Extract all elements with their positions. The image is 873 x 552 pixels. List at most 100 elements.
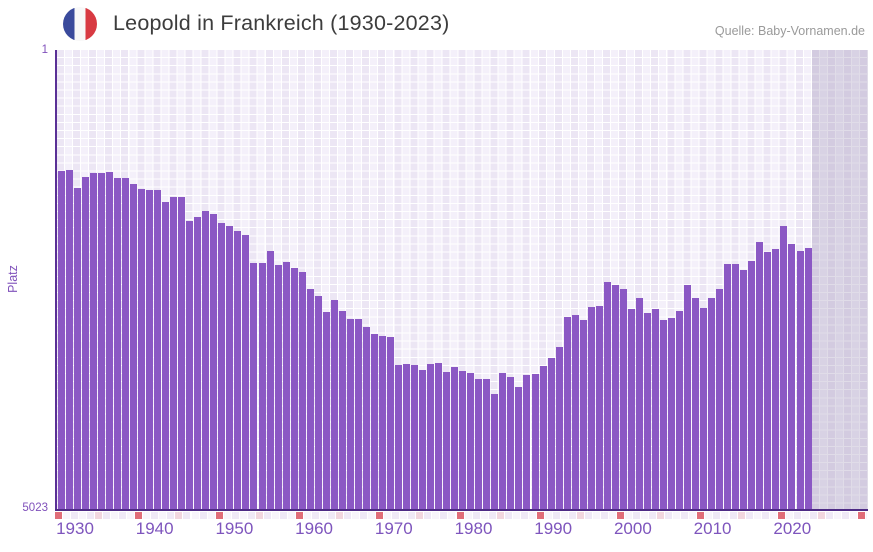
tick-marker-cell: [584, 512, 592, 519]
bar-2023[interactable]: [804, 247, 812, 509]
bar-2002[interactable]: [635, 298, 643, 509]
bar-1948[interactable]: [202, 210, 210, 509]
bar-2017[interactable]: [756, 242, 764, 509]
bar-1959[interactable]: [290, 267, 298, 509]
bar-2006[interactable]: [668, 318, 676, 509]
bar-1957[interactable]: [274, 265, 282, 509]
bar-2016[interactable]: [748, 261, 756, 509]
bar-1932[interactable]: [73, 187, 81, 509]
bar-1987[interactable]: [515, 386, 523, 509]
bar-1998[interactable]: [603, 282, 611, 509]
plot-area[interactable]: [55, 50, 868, 509]
bar-2011[interactable]: [708, 297, 716, 509]
bar-1958[interactable]: [282, 262, 290, 509]
bar-1940[interactable]: [138, 189, 146, 509]
bar-2013[interactable]: [724, 263, 732, 509]
bar-1979[interactable]: [451, 367, 459, 509]
bar-1988[interactable]: [523, 374, 531, 509]
bar-1955[interactable]: [258, 262, 266, 509]
bar-1943[interactable]: [162, 201, 170, 509]
bar-1972[interactable]: [395, 364, 402, 509]
bar-2001[interactable]: [627, 309, 635, 509]
bar-1997[interactable]: [595, 305, 603, 509]
bar-1994[interactable]: [571, 314, 579, 509]
bar-1977[interactable]: [435, 363, 443, 509]
bar-1963[interactable]: [322, 312, 330, 509]
bar-2007[interactable]: [676, 310, 684, 509]
bar-1954[interactable]: [250, 262, 258, 509]
tick-marker-cell: [825, 512, 833, 519]
bar-1973[interactable]: [403, 363, 411, 509]
bar-2014[interactable]: [732, 263, 740, 509]
bar-1938[interactable]: [121, 178, 129, 509]
bar-1978[interactable]: [443, 372, 451, 509]
bar-1931[interactable]: [65, 170, 73, 509]
bar-1996[interactable]: [587, 307, 595, 509]
bar-2021[interactable]: [788, 243, 796, 509]
bar-1990[interactable]: [539, 366, 547, 509]
bar-1989[interactable]: [531, 374, 539, 509]
bar-1992[interactable]: [555, 346, 563, 509]
bar-2019[interactable]: [772, 248, 780, 509]
bar-1942[interactable]: [154, 190, 162, 509]
bar-1981[interactable]: [467, 373, 475, 509]
bar-1984[interactable]: [491, 394, 499, 509]
bar-1953[interactable]: [242, 235, 250, 509]
bar-2005[interactable]: [660, 320, 667, 509]
bar-2004[interactable]: [651, 309, 659, 509]
bar-1952[interactable]: [234, 230, 242, 509]
bar-1970[interactable]: [378, 336, 386, 509]
bar-2020[interactable]: [780, 225, 788, 509]
bar-1944[interactable]: [170, 196, 178, 509]
bar-1936[interactable]: [105, 171, 113, 509]
bar-1974[interactable]: [411, 364, 419, 509]
tick-marker-cell: [360, 512, 368, 519]
bar-2022[interactable]: [796, 250, 804, 509]
bar-2010[interactable]: [700, 308, 708, 509]
bar-1933[interactable]: [81, 176, 89, 509]
bar-1985[interactable]: [499, 373, 507, 509]
bar-1935[interactable]: [97, 172, 105, 509]
bar-1982[interactable]: [475, 378, 483, 509]
bar-1999[interactable]: [611, 284, 619, 509]
bar-1945[interactable]: [178, 196, 186, 509]
bar-1971[interactable]: [386, 337, 394, 509]
bar-2003[interactable]: [643, 313, 651, 509]
bar-2015[interactable]: [740, 270, 748, 509]
bar-1930[interactable]: [57, 171, 65, 509]
bar-1961[interactable]: [306, 288, 314, 509]
bar-1941[interactable]: [146, 190, 154, 509]
bar-1976[interactable]: [427, 364, 435, 509]
bar-1951[interactable]: [226, 225, 234, 509]
bar-1964[interactable]: [330, 299, 338, 509]
bar-1995[interactable]: [579, 320, 587, 509]
bar-1980[interactable]: [459, 371, 467, 509]
bar-1986[interactable]: [507, 376, 515, 509]
bar-1962[interactable]: [314, 295, 322, 509]
bar-2012[interactable]: [716, 288, 724, 509]
bar-1950[interactable]: [218, 223, 226, 509]
bar-1934[interactable]: [89, 172, 97, 509]
bar-1968[interactable]: [362, 326, 370, 509]
bar-1991[interactable]: [547, 358, 555, 509]
bar-2009[interactable]: [692, 297, 700, 509]
bar-2008[interactable]: [684, 284, 692, 509]
bar-2000[interactable]: [619, 288, 627, 509]
bar-1966[interactable]: [346, 319, 354, 509]
bar-1993[interactable]: [563, 316, 571, 509]
bar-1960[interactable]: [298, 272, 306, 509]
bar-1937[interactable]: [113, 178, 121, 509]
bar-1967[interactable]: [354, 319, 362, 509]
bar-1956[interactable]: [266, 250, 274, 509]
bar-1965[interactable]: [338, 310, 346, 509]
bar-1969[interactable]: [370, 334, 378, 509]
bar-1949[interactable]: [210, 214, 218, 509]
bar-1983[interactable]: [483, 378, 491, 509]
bar-1975[interactable]: [419, 369, 427, 509]
bar-1939[interactable]: [130, 183, 138, 509]
bar-1947[interactable]: [194, 216, 202, 509]
bar-1946[interactable]: [186, 220, 194, 509]
tick-marker-cell: [801, 512, 809, 519]
bar-2018[interactable]: [764, 251, 772, 509]
